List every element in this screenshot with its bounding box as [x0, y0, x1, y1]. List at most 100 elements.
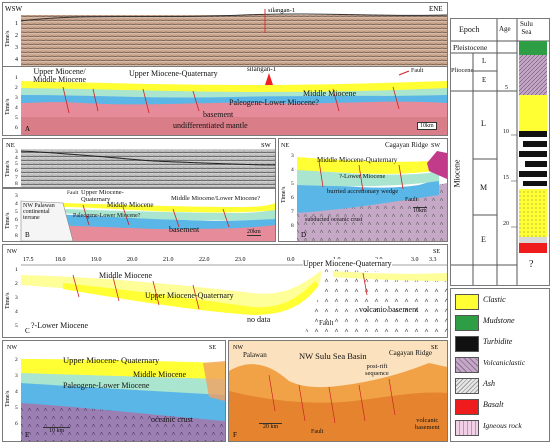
- seismic-a-dir-left: WSW: [5, 5, 23, 13]
- epoch-miocene-middle: M: [480, 183, 488, 192]
- epoch-pliocene-late: L: [482, 57, 487, 65]
- panel-letter-d: D: [301, 231, 306, 239]
- label-middle-miocene-b: Middle Miocene: [107, 201, 154, 209]
- label-lower-miocene-c: ?-Lower Miocene: [31, 321, 89, 330]
- panel-letter-c: C: [25, 327, 30, 335]
- section-d-tick: 5: [291, 181, 294, 187]
- seismic-b-tick: 8: [15, 181, 18, 187]
- seismic-profile-b: NE SW Time/s 3 4 5 6 7 8: [2, 138, 276, 188]
- section-e-axis-title: Time/s: [5, 390, 11, 407]
- distance-tick: 3.3: [429, 257, 437, 263]
- panel-letter-e: E: [25, 431, 29, 439]
- scale-bar-e: 10 km: [43, 427, 71, 434]
- label-volcanic-basement-f: volcanic basement: [415, 417, 440, 431]
- legend-label-basalt: Basalt: [483, 400, 504, 409]
- legend-swatch-basalt: [455, 399, 479, 415]
- scale-bar-f: 20 km: [259, 423, 283, 430]
- fault-lines-c: [72, 272, 368, 310]
- section-e-tick: 6: [15, 421, 18, 427]
- age-tick-10: 10: [503, 129, 509, 135]
- label-well-silangan: silangan-1: [247, 66, 277, 73]
- section-c-dir-left: NW: [7, 249, 17, 255]
- label-middle-miocene-quaternary-d: Middle Miocene-Quaternary: [317, 156, 398, 164]
- seismic-b-tick: 6: [15, 168, 18, 174]
- label-paleogene-b: Paleogene-Lower Miocene?: [73, 213, 141, 219]
- legend-swatch-volcaniclastic: [455, 357, 479, 373]
- strat-volcaniclastic: [519, 55, 547, 95]
- seismic-b-axis-title: Time/s: [5, 160, 11, 177]
- legend-label-igneous-rock: Igneous rock: [483, 421, 522, 430]
- section-a-tick: 6: [15, 125, 18, 131]
- geologic-section-f: NW SE F Palawan NW Sulu Sea Basin post-r…: [228, 340, 448, 442]
- lithology-legend: Clastic Mudstone Turbidite Volcaniclasti…: [450, 288, 550, 442]
- continental-terrane: [20, 200, 74, 241]
- scale-bar-d: 10km: [413, 207, 427, 214]
- label-mantle: undifferentiated mantle: [173, 121, 248, 130]
- section-a-tick: 5: [15, 115, 18, 121]
- stratigraphic-column: Epoch Age Sulu Sea Pleistocene Pliocene …: [450, 18, 550, 286]
- seismic-a-svg: WSW ENE silangan-1 Time/s 1 2 3 4: [5, 5, 447, 67]
- label-middle-miocene-c: Middle Miocene: [99, 271, 153, 280]
- distance-tick: 20.0: [127, 257, 138, 263]
- label-fault-d: Fault: [405, 197, 418, 203]
- accretionary-wedge-d: [297, 179, 439, 213]
- seismic-a-tick: 3: [15, 45, 18, 51]
- section-f-dir-right: SE: [431, 345, 438, 351]
- strat-header-age: Age: [499, 25, 511, 33]
- seismic-b-dir-right: SW: [261, 142, 272, 149]
- epoch-miocene-early: E: [481, 235, 486, 244]
- section-a-tick: 2: [15, 85, 18, 91]
- label-middle-miocene: Middle Miocene: [303, 89, 357, 98]
- fault-lines-f: [268, 374, 396, 424]
- section-e-tick: 4: [15, 389, 18, 395]
- label-upper-miocene-quaternary: Upper Miocene-Quaternary: [129, 69, 218, 78]
- label-nw-sulu-sea-basin: NW Sulu Sea Basin: [299, 351, 367, 361]
- panel-letter-f: F: [233, 431, 237, 439]
- geologic-section-b: Time/s 3 4 5 6 7 8 B NW Palawan continen…: [2, 188, 276, 242]
- volcanic-basement-c: [303, 269, 447, 337]
- section-b-axis-title: Time/s: [5, 212, 11, 229]
- geologic-section-d: NE SW Time/s 3 4 5 6 7 8 D Cagayan Ridge…: [278, 138, 448, 242]
- section-a-tick: 3: [15, 95, 18, 101]
- lower-miocene-d: [297, 169, 439, 187]
- strat-turbidite: [519, 131, 547, 186]
- clastic-layer: [21, 81, 447, 92]
- legend-label-ash: Ash: [483, 379, 495, 388]
- label-upper-miocene-quaternary-se: Upper Miocene-Quaternary: [303, 259, 392, 268]
- distance-tick: 18.0: [55, 257, 66, 263]
- legend-item-mudstone: Mudstone: [455, 313, 547, 331]
- seismic-profile-a: WSW ENE silangan-1 Time/s 1 2 3 4: [2, 2, 448, 68]
- section-e-dir-left: NW: [7, 345, 17, 351]
- section-d-tick: 3: [291, 153, 294, 159]
- epoch-miocene: Miocene: [452, 159, 462, 188]
- epoch-pleistocene: Pleistocene: [453, 43, 488, 52]
- section-d-tick: 4: [291, 167, 294, 173]
- legend-label-clastic: Clastic: [483, 295, 506, 304]
- middle-miocene-c: [21, 269, 333, 309]
- strat-header-sulu-sea: Sulu Sea: [520, 20, 533, 36]
- section-d-tick: 8: [291, 223, 294, 229]
- clastic-layer-e: [21, 359, 225, 379]
- well-marker: [265, 73, 273, 85]
- distance-tick: 22.0: [199, 257, 210, 263]
- label-volcanic-basement-c: volcanic basement: [359, 305, 419, 314]
- label-fault-a: Fault: [411, 68, 424, 74]
- panel-letter-b: B: [25, 231, 30, 239]
- geologic-section-e: NW SE Time/s 2 3 4 5 6 E Upper Miocene- …: [2, 340, 226, 442]
- section-c-svg: NW SE 17.5 18.0 19.0 20.0 21.0 22.0 23.0…: [5, 249, 447, 337]
- section-e-dir-right: SE: [209, 345, 216, 351]
- label-middle-lower-miocene-b: Middle Miocene/Lower Miocene?: [171, 195, 261, 202]
- seismic-a-tick: 1: [15, 21, 18, 27]
- section-a-tick: 4: [15, 105, 18, 111]
- label-palawan: Palawan: [243, 351, 267, 359]
- section-e-tick: 5: [15, 405, 18, 411]
- distance-tick: 0.0: [287, 257, 295, 263]
- legend-label-mudstone: Mudstone: [483, 316, 515, 325]
- section-c-tick: 4: [15, 309, 18, 315]
- epoch-miocene-late: L: [481, 119, 486, 128]
- label-subducted-crust-d: subducted oceanic crust: [305, 217, 363, 223]
- section-b-tick: 8: [15, 233, 18, 239]
- upper-miocene-quaternary-se: [333, 271, 447, 281]
- strat-ash: [519, 237, 547, 243]
- strat-unknown: ?: [529, 259, 534, 270]
